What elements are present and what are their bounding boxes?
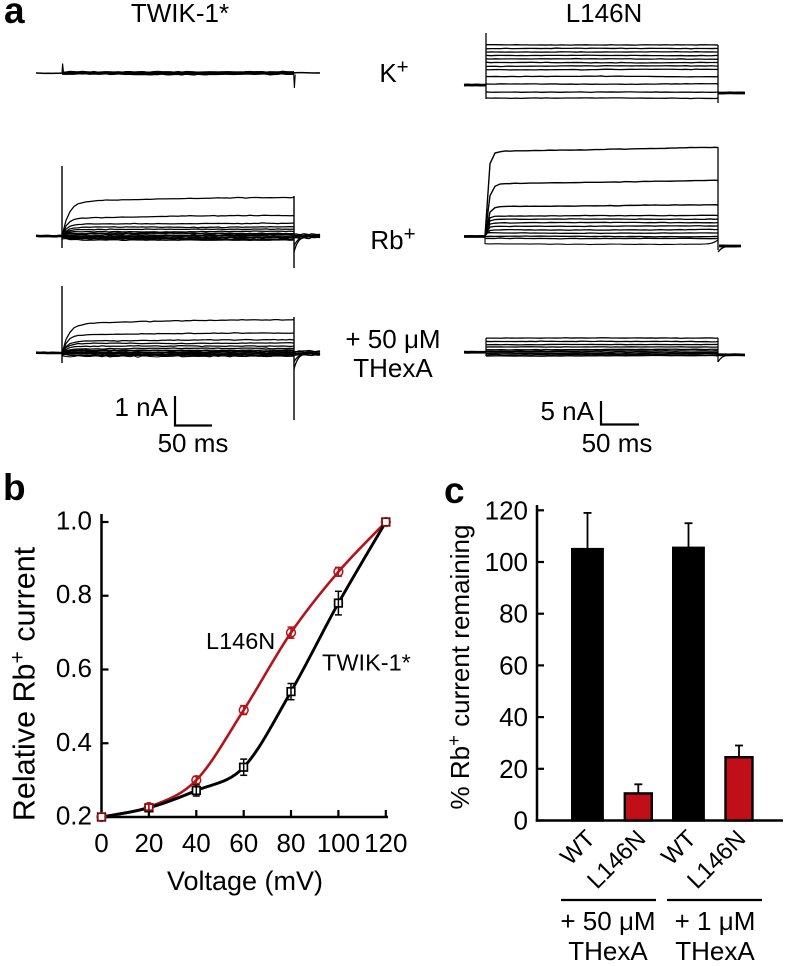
svg-text:L146N: L146N xyxy=(582,825,651,894)
svg-text:40: 40 xyxy=(182,828,211,858)
svg-text:Voltage (mV): Voltage (mV) xyxy=(167,866,323,896)
svg-text:1.0: 1.0 xyxy=(56,506,92,536)
svg-text:80: 80 xyxy=(277,828,306,858)
svg-text:+ 1 μM: + 1 μM xyxy=(675,906,756,936)
svg-text:100: 100 xyxy=(317,828,360,858)
svg-text:+ 50 μM: + 50 μM xyxy=(345,324,440,354)
svg-text:TWIK-1*: TWIK-1* xyxy=(131,0,229,28)
svg-text:80: 80 xyxy=(499,599,528,629)
svg-text:5 nA: 5 nA xyxy=(541,396,595,426)
svg-text:THexA: THexA xyxy=(353,353,433,383)
svg-text:THexA: THexA xyxy=(675,936,755,966)
svg-text:50 ms: 50 ms xyxy=(582,428,653,458)
svg-text:60: 60 xyxy=(229,828,258,858)
svg-text:0.8: 0.8 xyxy=(56,579,92,609)
svg-text:120: 120 xyxy=(364,828,407,858)
svg-text:0.4: 0.4 xyxy=(56,727,92,757)
svg-text:0: 0 xyxy=(514,806,528,836)
svg-text:40: 40 xyxy=(499,702,528,732)
svg-text:100: 100 xyxy=(485,547,528,577)
svg-text:L146N: L146N xyxy=(206,628,275,654)
svg-text:120: 120 xyxy=(485,495,528,525)
svg-text:0.6: 0.6 xyxy=(56,653,92,683)
svg-text:0.2: 0.2 xyxy=(56,801,92,831)
svg-text:Rb+: Rb+ xyxy=(370,223,415,256)
svg-text:b: b xyxy=(3,467,26,508)
svg-text:20: 20 xyxy=(134,828,163,858)
svg-text:a: a xyxy=(4,0,25,31)
svg-text:c: c xyxy=(444,470,465,511)
svg-text:K+: K+ xyxy=(379,56,408,89)
svg-text:TWIK-1*: TWIK-1* xyxy=(322,650,411,676)
svg-text:0: 0 xyxy=(94,828,108,858)
svg-text:% Rb+ current remaining: % Rb+ current remaining xyxy=(443,525,475,810)
svg-text:20: 20 xyxy=(499,754,528,784)
svg-text:L146N: L146N xyxy=(566,0,643,28)
svg-text:1 nA: 1 nA xyxy=(115,392,169,422)
svg-text:THexA: THexA xyxy=(568,936,648,966)
svg-text:60: 60 xyxy=(499,650,528,680)
svg-text:+ 50 μM: + 50 μM xyxy=(560,906,655,936)
svg-text:50 ms: 50 ms xyxy=(158,428,229,458)
svg-text:Relative Rb+ current: Relative Rb+ current xyxy=(7,546,42,821)
